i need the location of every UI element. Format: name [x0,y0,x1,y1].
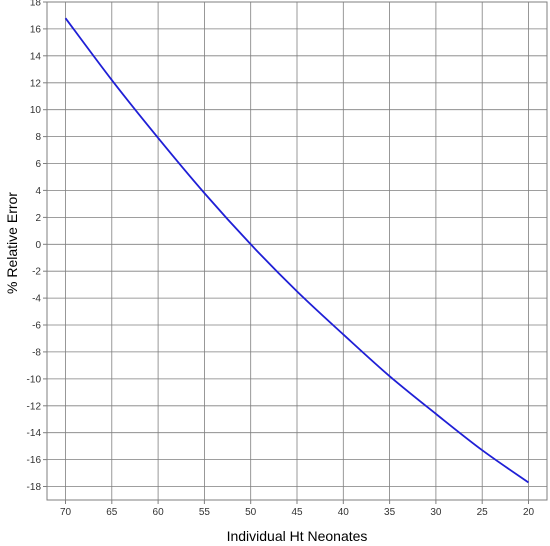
x-tick-labels: 70 65 60 55 50 45 40 35 30 25 20 [60,507,535,518]
x-tick-label: 30 [430,507,442,518]
y-tick-label: -10 [27,374,42,385]
x-tick-label: 20 [523,507,535,518]
series-layer [64,17,529,484]
y-tick-labels: 18 16 14 12 10 8 6 4 2 0 -2 -4 -6 -8 -10 -12 -14 -16 -18 [27,0,42,493]
axis-ticks [43,1,529,504]
y-tick-label: 2 [35,213,41,224]
y-tick-label: -8 [32,347,41,358]
y-tick-label: 18 [30,0,42,9]
x-tick-label: 50 [245,507,257,518]
y-tick-label: 8 [35,132,41,143]
y-tick-label: -14 [27,428,42,439]
x-tick-label: 65 [106,507,118,518]
y-tick-label: 14 [30,51,42,62]
y-tick-label: 16 [30,24,42,35]
y-tick-label: -4 [32,294,41,305]
x-tick-label: 70 [60,507,72,518]
y-tick-label: 12 [30,78,42,89]
x-tick-label: 25 [477,507,489,518]
x-axis-title: Individual Ht Neonates [227,528,368,544]
x-tick-label: 35 [384,507,396,518]
y-tick-label: -18 [27,482,42,493]
y-tick-label: 0 [35,240,41,251]
y-tick-label: 6 [35,159,41,170]
y-tick-label: -6 [32,321,41,332]
series-line [64,17,529,484]
y-tick-label: -16 [27,455,42,466]
x-tick-label: 45 [291,507,303,518]
y-tick-label: -2 [32,267,41,278]
x-tick-label: 55 [199,507,211,518]
y-axis-title: % Relative Error [4,192,20,294]
x-tick-label: 40 [338,507,350,518]
y-tick-label: 4 [35,186,41,197]
y-tick-label: -12 [27,401,42,412]
grid-lines [47,1,547,500]
y-tick-label: 10 [30,105,42,116]
x-tick-label: 60 [153,507,165,518]
